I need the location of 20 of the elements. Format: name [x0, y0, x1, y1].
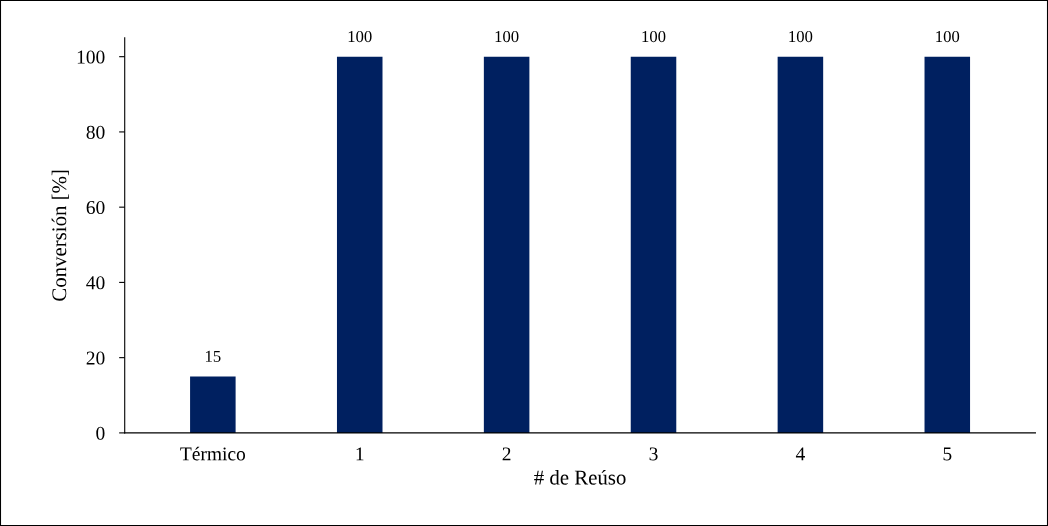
x-tick-label: Térmico: [180, 446, 246, 461]
data-label: 100: [495, 30, 519, 43]
x-tick-label: 3: [649, 447, 658, 461]
x-tick-label: 1: [356, 447, 364, 461]
y-tick-label: 40: [86, 276, 105, 290]
x-axis-title: # de Reúso: [534, 469, 626, 485]
data-label: 100: [348, 30, 372, 43]
data-label: 15: [205, 350, 221, 362]
x-tick-label: 2: [502, 447, 511, 461]
x-tick-label: 5: [943, 447, 952, 461]
y-tick-label: 0: [96, 426, 105, 440]
x-tick-label: 4: [795, 447, 805, 461]
data-label: 100: [789, 30, 813, 43]
y-tick-label: 20: [86, 351, 105, 365]
data-label: 100: [936, 30, 960, 43]
y-tick-label: 60: [86, 200, 105, 215]
y-axis-title: Conversión [%]: [51, 170, 69, 301]
y-tick-label: 80: [86, 125, 105, 139]
data-label: 100: [642, 30, 666, 43]
y-tick-label: 100: [77, 50, 105, 64]
